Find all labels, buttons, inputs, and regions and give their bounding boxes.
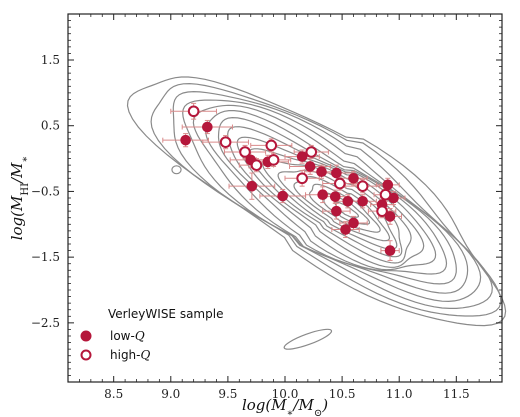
legend-label-low-q: low-Q: [110, 329, 145, 343]
legend-marker-high-q: [80, 349, 92, 361]
legend-label-high-q-symbol: Q: [141, 348, 151, 362]
x-tick-label: 9.0: [161, 387, 180, 401]
point-low-q: [384, 245, 396, 256]
y-tick-label: −2.5: [31, 316, 60, 330]
point-low-q: [180, 134, 191, 146]
data-points: [180, 105, 399, 256]
contour-line: [277, 169, 398, 250]
x-axis-label-part: ): [321, 396, 328, 414]
point-high-q: [265, 139, 278, 152]
point-high-q: [250, 159, 263, 171]
contour-line: [236, 136, 425, 268]
point-low-q: [316, 166, 327, 178]
contour-line: [172, 90, 493, 309]
point-low-q: [342, 195, 354, 207]
point-low-q: [384, 211, 396, 222]
point-high-q: [267, 154, 280, 166]
y-axis-label-part: /M: [8, 162, 26, 185]
y-axis-label-sub: HI: [20, 183, 31, 196]
legend-label-high-q: high-Q: [110, 348, 151, 362]
legend-label-high-q-prefix: high-: [110, 348, 141, 362]
axis-ticks: [68, 14, 503, 382]
point-low-q: [357, 195, 368, 207]
point-low-q: [331, 167, 342, 179]
point-low-q: [348, 172, 359, 184]
x-axis-label-sub: ∗: [287, 408, 294, 417]
point-low-q: [382, 179, 394, 191]
y-tick-label: 0.5: [41, 119, 60, 133]
point-low-q: [246, 180, 258, 192]
point-high-q: [219, 136, 232, 148]
x-tick-label: 10.0: [272, 387, 299, 401]
legend-label-low-q-symbol: Q: [135, 329, 145, 343]
point-low-q: [340, 224, 351, 235]
contour-line: [150, 82, 502, 317]
y-axis-label-sub: ∗: [20, 156, 31, 163]
y-axis-label: log(MHI/M∗: [8, 156, 31, 241]
legend-marker-low-q: [80, 330, 92, 342]
x-axis-label-sub: ⊙: [314, 408, 322, 417]
point-low-q: [202, 121, 213, 133]
point-high-q: [379, 188, 392, 201]
legend-label-low-q-prefix: low-: [110, 329, 135, 343]
x-axis-label-part: /M: [291, 396, 314, 414]
point-high-q: [376, 205, 388, 217]
contour-line: [217, 116, 448, 275]
point-high-q: [296, 172, 308, 185]
point-low-q: [329, 191, 341, 202]
point-high-q: [334, 177, 346, 190]
tick-labels: 8.5 9.0 9.5 10.0 10.5 11.0 11.5 1.5 0.5 −0.5 −1.5 −…: [31, 53, 470, 401]
y-tick-label: −1.5: [31, 250, 60, 264]
point-high-q: [239, 146, 251, 158]
point-low-q: [296, 151, 308, 162]
point-low-q: [277, 190, 289, 202]
x-axis-label-part: log(M: [242, 396, 287, 414]
x-tick-label: 10.5: [329, 387, 356, 401]
point-low-q: [331, 205, 342, 217]
y-axis-label-part: log(M: [8, 195, 26, 240]
y-tick-label: −0.5: [31, 184, 60, 198]
point-low-q: [304, 161, 316, 172]
y-tick-label: 1.5: [41, 53, 60, 67]
contour-line: [126, 76, 507, 327]
x-tick-label: 11.5: [443, 387, 470, 401]
point-high-q: [305, 146, 318, 158]
legend: VerleyWISE sample low-Q high-Q: [80, 307, 223, 362]
point-high-q: [187, 105, 200, 118]
x-tick-label: 11.0: [386, 387, 413, 401]
x-tick-label: 8.5: [104, 387, 123, 401]
point-low-q: [317, 189, 328, 201]
legend-title: VerleyWISE sample: [108, 307, 223, 321]
x-tick-label: 9.5: [218, 387, 237, 401]
point-low-q: [348, 217, 359, 229]
contour-line: [283, 328, 333, 350]
contour-line: [171, 165, 182, 175]
x-axis-label: log(M∗/M⊙): [242, 396, 328, 417]
point-high-q: [356, 180, 369, 192]
